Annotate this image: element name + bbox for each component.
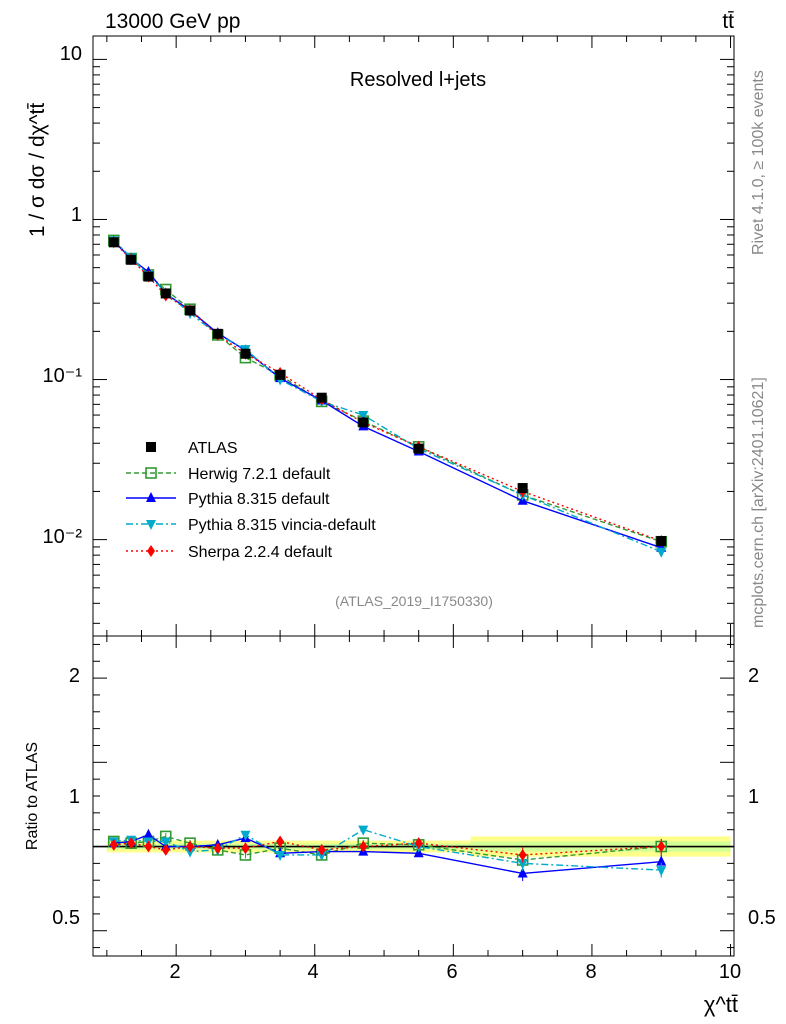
ratio-y-axis-label: Ratio to ATLAS <box>24 742 41 850</box>
point-atlas <box>160 288 171 299</box>
ratio-point-sherpa-2-2-4-default <box>414 837 423 850</box>
ratio-point-sherpa-2-2-4-default <box>657 840 666 853</box>
ratio-point-sherpa-2-2-4-default <box>161 843 170 856</box>
point-atlas <box>358 417 369 428</box>
point-atlas <box>212 328 223 339</box>
legend-symbol-pythia <box>126 492 176 502</box>
ytick-label-0p1: 10⁻¹ <box>43 365 83 387</box>
point-pythia-8-315-vincia-default <box>358 411 369 422</box>
ratio-point-sherpa-2-2-4-default <box>127 837 136 850</box>
point-atlas <box>108 237 119 248</box>
legend-label-vincia: Pythia 8.315 vincia-default <box>188 517 376 534</box>
ratio-point-sherpa-2-2-4-default <box>213 842 222 855</box>
ratio-ytick-label-0p5: 0.5 <box>52 907 80 929</box>
point-atlas <box>143 271 154 282</box>
ratio-ytick-label-2: 2 <box>69 665 80 687</box>
legend-marker <box>146 520 156 530</box>
analysis-tag: (ATLAS_2019_I1750330) <box>335 593 493 609</box>
point-atlas <box>316 392 327 403</box>
main-series <box>107 234 668 558</box>
xtick-labels: 2 4 6 8 10 <box>169 961 741 983</box>
series-atlas <box>108 237 667 547</box>
ratio-point-pythia-8-315-default <box>517 867 528 878</box>
point-atlas <box>275 369 286 380</box>
ratio-ytick-label-right-1: 1 <box>748 786 759 808</box>
ratio-point-pythia-8-315-vincia-default <box>517 859 528 870</box>
xtick-label-8: 8 <box>585 961 596 983</box>
ytick-label-0p01: 10⁻² <box>43 526 83 548</box>
legend-marker <box>147 545 155 557</box>
ytick-label-1: 1 <box>71 204 82 226</box>
ratio-point-pythia-8-315-default <box>656 855 667 866</box>
point-atlas <box>517 483 528 494</box>
ratio-point-sherpa-2-2-4-default <box>109 838 118 851</box>
point-atlas <box>126 254 137 265</box>
legend-symbol-vincia <box>126 520 176 530</box>
ratio-point-pythia-8-315-vincia-default <box>160 837 171 848</box>
legend-symbol-atlas <box>146 442 156 452</box>
ratio-series <box>107 825 668 882</box>
legend-label-sherpa: Sherpa 2.2.4 default <box>188 544 333 561</box>
point-pythia-8-315-vincia-default <box>656 547 667 558</box>
legend-marker <box>146 442 156 452</box>
legend-label-pythia: Pythia 8.315 default <box>188 491 330 508</box>
ratio-point-pythia-8-315-vincia-default <box>240 830 251 841</box>
legend-label-atlas: ATLAS <box>188 440 238 457</box>
ratio-point-sherpa-2-2-4-default <box>518 848 527 861</box>
point-atlas <box>656 536 667 547</box>
legend-entry-sherpa: Sherpa 2.2.4 default <box>126 544 333 561</box>
legend: ATLAS Herwig 7.2.1 default Pythia 8.315 … <box>126 440 376 561</box>
point-atlas <box>240 348 251 359</box>
point-atlas <box>413 443 424 454</box>
mcplots-label: mcplots.cern.ch [arXiv:2401.10621] <box>750 377 767 628</box>
ratio-point-pythia-8-315-vincia-default <box>185 847 196 858</box>
legend-marker <box>145 467 157 479</box>
ratio-series-sherpa-2-2-4-default <box>109 835 666 863</box>
ratio-point-sherpa-2-2-4-default <box>276 835 285 848</box>
legend-entry-herwig: Herwig 7.2.1 default <box>126 466 331 483</box>
rivet-label: Rivet 4.1.0, ≥ 100k events <box>750 70 767 255</box>
ratio-frame <box>92 635 735 957</box>
legend-symbol-sherpa <box>126 545 176 557</box>
xtick-label-10: 10 <box>719 961 741 983</box>
legend-marker <box>146 492 156 502</box>
ratio-point-sherpa-2-2-4-default <box>144 840 153 853</box>
legend-label-herwig: Herwig 7.2.1 default <box>188 466 331 483</box>
ratio-ytick-labels: 2 1 0.5 2 1 0.5 <box>52 665 776 929</box>
ratio-point-sherpa-2-2-4-default <box>317 843 326 856</box>
main-ytick-labels: 10 1 10⁻¹ 10⁻² <box>43 43 83 548</box>
ratio-panel: Ratio to ATLAS 2 1 0.5 2 1 0.5 2 4 6 8 1… <box>24 635 776 1017</box>
legend-symbol-herwig <box>126 467 176 479</box>
ratio-ytick-label-1: 1 <box>69 786 80 808</box>
main-y-axis-label: 1 / σ dσ / dχ^tt̄ <box>26 103 49 238</box>
point-atlas <box>185 305 196 316</box>
plot-title: Resolved l+jets <box>350 69 486 91</box>
ytick-label-10: 10 <box>60 43 82 65</box>
ratio-point-pythia-8-315-default <box>143 828 154 839</box>
x-axis-label: χ^tt̄ <box>704 992 738 1017</box>
xtick-label-2: 2 <box>169 961 180 983</box>
ratio-point-pythia-8-315-vincia-default <box>358 825 369 836</box>
process-title: tt̄ <box>722 10 734 33</box>
xtick-label-4: 4 <box>307 961 318 983</box>
xtick-label-6: 6 <box>446 961 457 983</box>
series-pythia-8-315-vincia-default <box>108 236 667 558</box>
ratio-point-pythia-8-315-vincia-default <box>275 850 286 861</box>
main-ticks <box>93 36 734 636</box>
legend-entry-atlas: ATLAS <box>146 440 238 457</box>
ratio-point-sherpa-2-2-4-default <box>359 840 368 853</box>
ratio-ytick-label-right-2: 2 <box>748 665 759 687</box>
legend-entry-pythia: Pythia 8.315 default <box>126 491 330 508</box>
ratio-point-sherpa-2-2-4-default <box>186 840 195 853</box>
energy-title: 13000 GeV pp <box>105 10 240 33</box>
ratio-point-sherpa-2-2-4-default <box>241 842 250 855</box>
legend-entry-vincia: Pythia 8.315 vincia-default <box>126 517 376 534</box>
ratio-ticks <box>93 636 734 956</box>
ratio-point-pythia-8-315-vincia-default <box>316 850 327 861</box>
ratio-ytick-label-right-0p5: 0.5 <box>748 907 776 929</box>
ratio-point-pythia-8-315-vincia-default <box>656 866 667 877</box>
main-panel: Resolved l+jets (ATLAS_2019_I1750330) 1 … <box>26 35 735 637</box>
